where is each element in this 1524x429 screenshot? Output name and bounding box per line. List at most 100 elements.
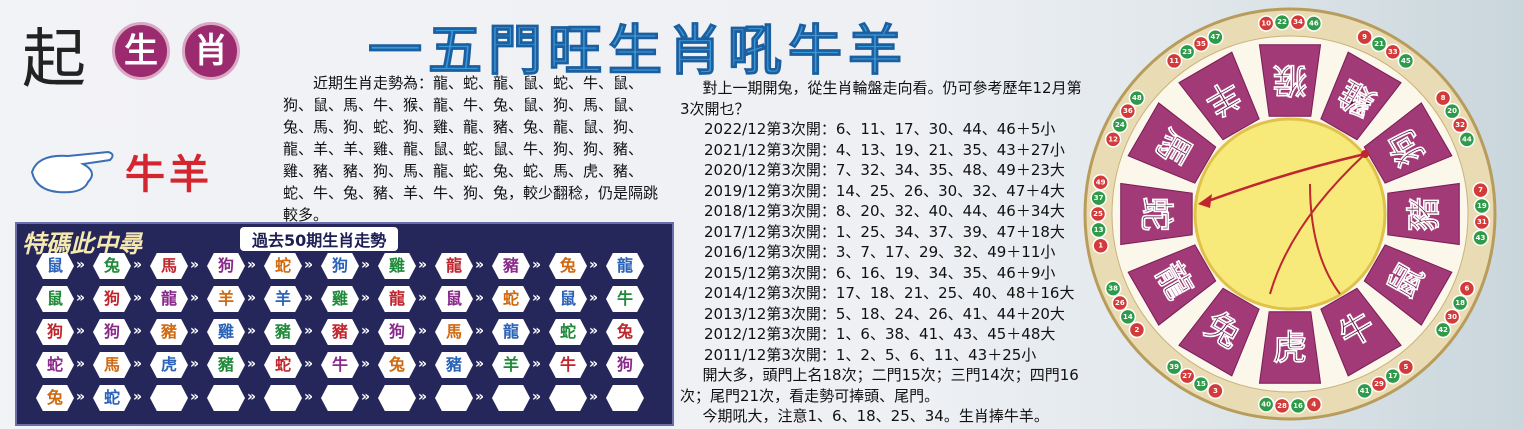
arrow: » <box>475 290 485 306</box>
zodiac-cell: 狗 <box>93 286 131 312</box>
history-line: 2020/12第3次開：7、32、34、35、48、49＋23大 <box>704 161 1065 179</box>
arrow: » <box>361 323 371 339</box>
ball-number: 4 <box>1311 401 1316 409</box>
ball-number: 3 <box>1213 387 1218 395</box>
ball <box>1192 375 1210 393</box>
pointer <box>1309 183 1341 295</box>
zodiac-cell: 羊 <box>207 286 245 312</box>
arrow: » <box>133 290 143 306</box>
arrow: » <box>361 290 371 306</box>
ball-number: 17 <box>1388 372 1398 380</box>
zodiac-cell: 兔 <box>36 385 74 411</box>
zodiac-cell: 狗 <box>606 352 644 378</box>
ball <box>1472 229 1489 247</box>
zodiac-cell: 狗 <box>207 253 245 279</box>
segment <box>1363 102 1453 184</box>
zodiac-cell <box>435 385 473 411</box>
ball-number: 32 <box>1455 121 1465 129</box>
ball-number: 34 <box>1293 18 1303 26</box>
ball-number: 12 <box>1108 135 1118 143</box>
ball-number: 16 <box>1293 402 1303 410</box>
ball-number: 7 <box>1478 186 1483 194</box>
ball <box>1273 13 1291 31</box>
ball-number: 20 <box>1447 107 1457 115</box>
arrow: » <box>76 389 86 405</box>
ball-number: 2 <box>1134 326 1139 334</box>
segment-label: 猴 <box>1273 60 1307 100</box>
history-line: 2017/12第3次開：1、25、34、37、39、47＋18大 <box>704 222 1065 241</box>
history-line: 2011/12第3次開：1、2、5、6、11、43＋25小 <box>704 345 1037 364</box>
ball <box>1370 35 1388 53</box>
history-line: 2013/12第3次開：5、18、24、26、41、44＋20大 <box>704 304 1065 323</box>
pointer <box>1269 153 1366 295</box>
arrow: » <box>418 290 428 306</box>
ball <box>1289 13 1307 31</box>
ball <box>1305 396 1323 413</box>
ball <box>1178 43 1196 61</box>
ball-number: 24 <box>1115 121 1125 129</box>
ball <box>1384 367 1402 385</box>
ball <box>1104 280 1122 297</box>
ball-number: 14 <box>1123 313 1133 321</box>
ball <box>1104 131 1122 148</box>
zodiac-cell: 蛇 <box>264 352 302 378</box>
ball-number: 25 <box>1093 210 1103 218</box>
segment <box>1127 244 1217 326</box>
zodiac-cell: 鼠 <box>549 286 587 312</box>
arrow: » <box>418 389 428 405</box>
zodiac-cell: 鼠 <box>36 286 74 312</box>
ball-number: 23 <box>1182 48 1192 56</box>
arrow: » <box>190 323 200 339</box>
history-line: 2012/12第3次開：1、6、38、41、43、45＋48大 <box>704 325 1056 343</box>
ball-number: 6 <box>1464 285 1469 293</box>
zodiac-cell: 蛇 <box>93 385 131 411</box>
history-line: 2021/12第3次開：4、13、19、21、35、43＋27小 <box>704 140 1065 159</box>
ball <box>1257 396 1275 413</box>
zodiac-cell: 蛇 <box>492 286 530 312</box>
zodiac-cell: 雞 <box>207 319 245 345</box>
ball <box>1207 28 1224 46</box>
zodiac-cell: 豬 <box>264 319 302 345</box>
zodiac-cell <box>378 385 416 411</box>
zodiac-cell: 龍 <box>378 286 416 312</box>
ball <box>1165 358 1183 376</box>
ball <box>1397 358 1415 376</box>
history: 對上一期開兔，從生肖輪盤走向看。仍可參考歷年12月第3次開乜？ 2022/12第… <box>680 78 1090 427</box>
zodiac-cell <box>207 385 245 411</box>
arrow: » <box>247 323 257 339</box>
ball-number: 26 <box>1115 299 1125 307</box>
ball-number: 48 <box>1132 94 1142 102</box>
zodiac-cell: 牛 <box>549 352 587 378</box>
ball-number: 40 <box>1261 401 1271 409</box>
arrow: » <box>418 356 428 372</box>
ball <box>1305 15 1323 32</box>
ball <box>1111 116 1129 134</box>
arrow: » <box>190 257 200 273</box>
arrow: » <box>304 257 314 273</box>
zodiac-cell: 龍 <box>435 253 473 279</box>
ball <box>1289 397 1307 415</box>
arrow: » <box>133 257 143 273</box>
ball <box>1473 213 1491 231</box>
ball <box>1473 197 1491 215</box>
ball <box>1165 52 1183 70</box>
zodiac-cell: 雞 <box>321 286 359 312</box>
arrow: » <box>475 356 485 372</box>
headline: 一五門旺生肖吼牛羊 <box>368 19 908 83</box>
zodiac-cell: 兔 <box>93 253 131 279</box>
zodiac-cell: 豬 <box>207 352 245 378</box>
arrow: » <box>475 323 485 339</box>
badge: 肖 <box>182 22 240 80</box>
arrow: » <box>133 323 143 339</box>
zodiac-cell: 馬 <box>435 319 473 345</box>
history-line: 2019/12第3次開：14、25、26、30、32、47＋4大 <box>704 181 1065 200</box>
ball <box>1451 294 1469 312</box>
zodiac-cell: 馬 <box>93 352 131 378</box>
ball <box>1451 116 1469 134</box>
wheel-center <box>1193 117 1387 311</box>
ball-number: 36 <box>1123 107 1133 115</box>
ball-number: 13 <box>1094 226 1104 234</box>
zodiac-cell: 豬 <box>492 253 530 279</box>
arrow: » <box>76 257 86 273</box>
ball-number: 46 <box>1309 19 1319 27</box>
